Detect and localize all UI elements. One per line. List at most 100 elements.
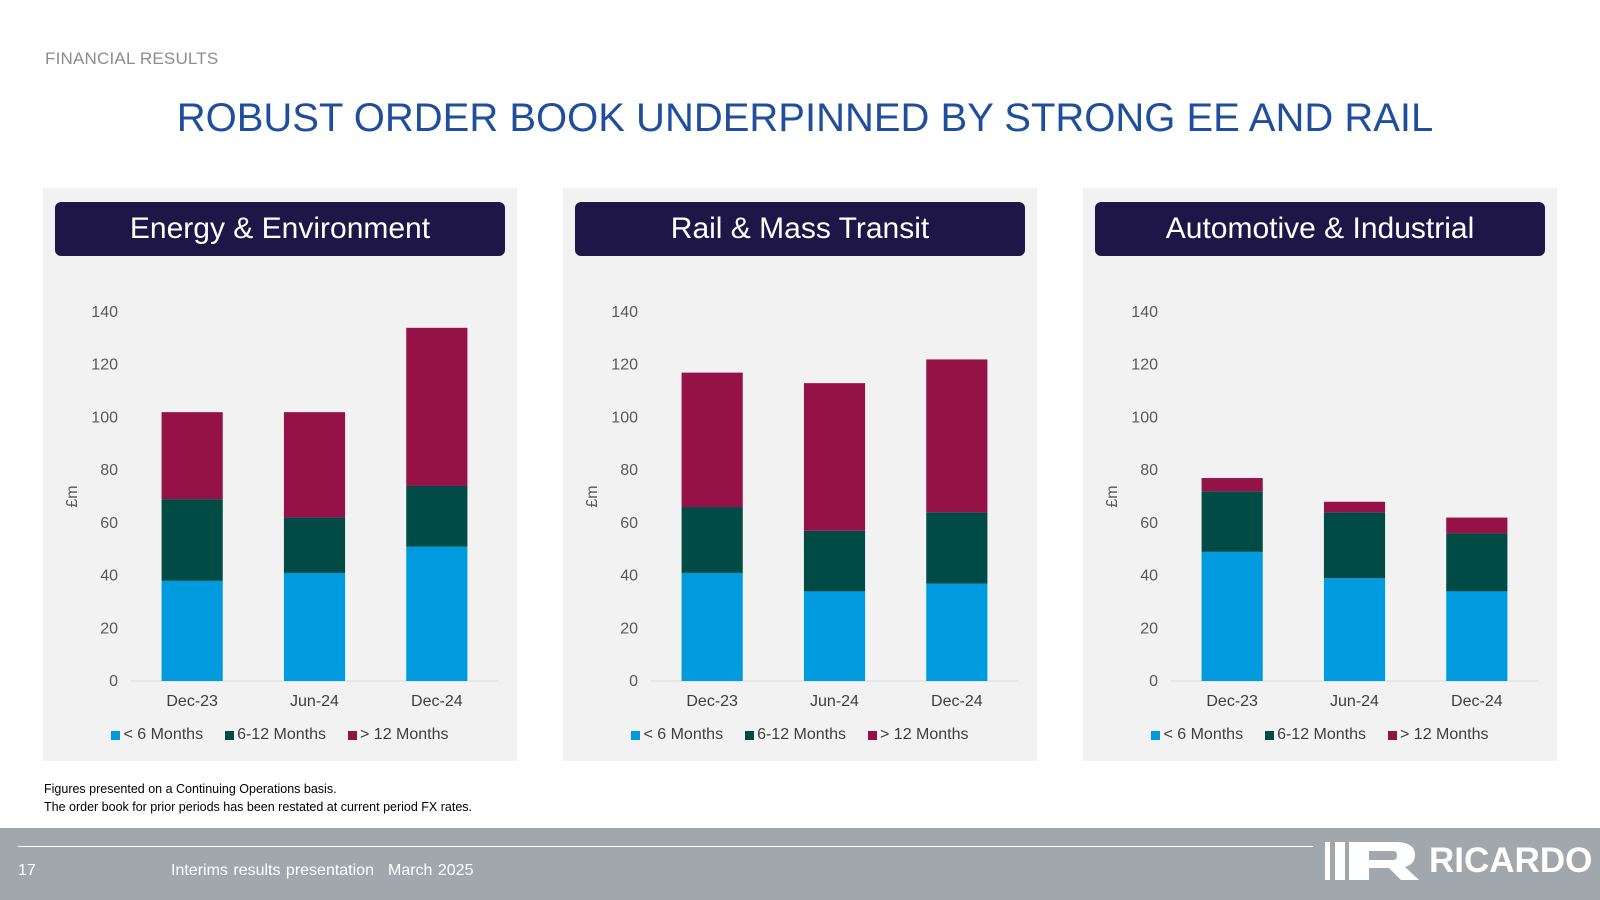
y-tick-label: 100: [91, 409, 118, 426]
y-tick-label: 120: [611, 357, 638, 374]
legend-swatch-6-12: [745, 730, 755, 740]
bar-segment-6-12: [406, 485, 468, 547]
bar-segment-lt6: [1446, 591, 1508, 681]
presentation-name: Interims results presentation: [171, 862, 374, 879]
y-tick-label: 80: [100, 462, 118, 479]
y-tick-label: 0: [1149, 673, 1158, 690]
legend-swatch-6-12: [1265, 730, 1275, 740]
chart-energy: £m 0 20 40 60 80 100 120 140 Dec-23 Jun-24 Dec-24: [64, 304, 498, 710]
bar-segment-6-12: [1446, 533, 1508, 592]
legend-label-6-12: 6-12 Months: [757, 726, 847, 743]
bar-segment-lt6: [1201, 551, 1263, 681]
chart-panel-rail: Rail & Mass Transit £m 0 20 40 60 80 100 120 140…: [563, 188, 1037, 761]
x-tick-label: Jun-24: [1330, 693, 1379, 710]
page-title: ROBUST ORDER BOOK UNDERPINNED BY STRONG …: [176, 96, 1434, 140]
y-tick-label: 40: [1140, 568, 1158, 585]
legend: < 6 Months 6-12 Months > 12 Months: [1083, 726, 1557, 744]
bar-segment-gt12: [283, 412, 346, 518]
y-tick-label: 140: [611, 304, 638, 321]
ricardo-logo: RICARDO: [1325, 842, 1592, 880]
legend-swatch-lt6: [1151, 730, 1161, 740]
y-tick-label: 140: [91, 304, 118, 321]
chart-panel-energy: Energy & Environment £m 0 20 40 60 80 100 120 14…: [43, 188, 517, 761]
chart-title: Rail & Mass Transit: [575, 202, 1025, 256]
bar-segment-gt12: [1323, 501, 1386, 513]
x-tick-label: Dec-24: [411, 693, 463, 710]
bar-segment-lt6: [161, 580, 223, 681]
chart-title: Energy & Environment: [55, 202, 505, 256]
y-tick-label: 100: [611, 409, 638, 426]
bar-segment-6-12: [926, 512, 988, 584]
footnote-line: The order book for prior periods has bee…: [44, 800, 473, 814]
y-tick-label: 120: [1131, 357, 1158, 374]
y-tick-label: 60: [620, 515, 638, 532]
x-tick-label: Jun-24: [810, 693, 859, 710]
footer-bar: 17 Interims results presentation March 20…: [0, 828, 1600, 900]
y-tick-label: 0: [109, 673, 118, 690]
bar-segment-lt6: [926, 583, 988, 681]
bar-segment-gt12: [803, 383, 866, 531]
legend-label-gt12: > 12 Months: [360, 726, 449, 743]
bar-segment-6-12: [283, 517, 346, 573]
legend-item-6-12: 6-12 Months: [225, 726, 326, 744]
legend-item-6-12: 6-12 Months: [1265, 726, 1366, 744]
y-tick-label: 60: [1140, 515, 1158, 532]
y-tick-label: 100: [1131, 409, 1158, 426]
legend-swatch-gt12: [868, 730, 878, 740]
y-axis-label: £m: [64, 485, 81, 507]
legend-swatch-gt12: [1388, 730, 1398, 740]
x-tick-label: Dec-23: [1206, 693, 1258, 710]
legend-swatch-gt12: [348, 730, 358, 740]
bar-segment-gt12: [161, 412, 223, 500]
bar-segment-lt6: [803, 591, 866, 681]
ricardo-r-mark-icon: [1325, 842, 1419, 880]
presentation-date: March 2025: [387, 862, 474, 879]
y-tick-label: 40: [620, 568, 638, 585]
legend: < 6 Months 6-12 Months > 12 Months: [43, 726, 517, 744]
bar-segment-6-12: [1323, 512, 1386, 579]
y-tick-label: 0: [629, 673, 638, 690]
legend-item-lt6: < 6 Months: [1151, 726, 1243, 744]
chart-panel-automotive: Automotive & Industrial £m 0 20 40 60 80 100 12…: [1083, 188, 1557, 761]
y-tick-label: 60: [100, 515, 118, 532]
logo-wordmark: RICARDO: [1429, 841, 1593, 880]
section-label: FINANCIAL RESULTS: [45, 49, 219, 68]
chart-title: Automotive & Industrial: [1095, 202, 1545, 256]
legend-label-gt12: > 12 Months: [1400, 726, 1489, 743]
legend-label-6-12: 6-12 Months: [237, 726, 327, 743]
legend-label-gt12: > 12 Months: [880, 726, 969, 743]
legend-label-lt6: < 6 Months: [643, 726, 724, 743]
y-tick-label: 20: [1140, 620, 1158, 637]
legend-label-6-12: 6-12 Months: [1277, 726, 1367, 743]
bar-segment-lt6: [406, 546, 468, 681]
legend-swatch-6-12: [225, 730, 235, 740]
y-tick-label: 80: [620, 462, 638, 479]
x-tick-label: Dec-23: [686, 693, 738, 710]
bar-segment-lt6: [283, 572, 346, 681]
y-tick-label: 140: [1131, 304, 1158, 321]
bar-segment-6-12: [681, 507, 743, 573]
legend-label-lt6: < 6 Months: [1163, 726, 1244, 743]
legend-item-6-12: 6-12 Months: [745, 726, 846, 744]
x-tick-label: Dec-24: [931, 693, 983, 710]
bar-segment-6-12: [803, 530, 866, 592]
bar-segment-gt12: [1201, 478, 1263, 492]
x-tick-label: Jun-24: [290, 693, 339, 710]
y-tick-label: 80: [1140, 462, 1158, 479]
footnote-line: Figures presented on a Continuing Operat…: [44, 782, 337, 796]
y-tick-label: 20: [620, 620, 638, 637]
bar-segment-gt12: [1446, 517, 1508, 534]
legend-swatch-lt6: [111, 730, 121, 740]
legend-item-gt12: > 12 Months: [348, 726, 449, 744]
bar-segment-lt6: [681, 572, 743, 681]
chart-automotive: £m 0 20 40 60 80 100 120 140 Dec-23 Jun-24 Dec-24: [1104, 304, 1538, 710]
bar-segment-gt12: [926, 359, 988, 513]
y-axis-label: £m: [1104, 485, 1121, 507]
legend-item-lt6: < 6 Months: [631, 726, 723, 744]
footer-text: Interims results presentation March 2025: [171, 862, 473, 880]
y-tick-label: 40: [100, 568, 118, 585]
bar-segment-6-12: [1201, 491, 1263, 552]
chart-rail: £m 0 20 40 60 80 100 120 140 Dec-23 Jun-24 Dec-24: [584, 304, 1018, 710]
legend-item-gt12: > 12 Months: [1388, 726, 1489, 744]
footer-divider: [18, 846, 1313, 847]
